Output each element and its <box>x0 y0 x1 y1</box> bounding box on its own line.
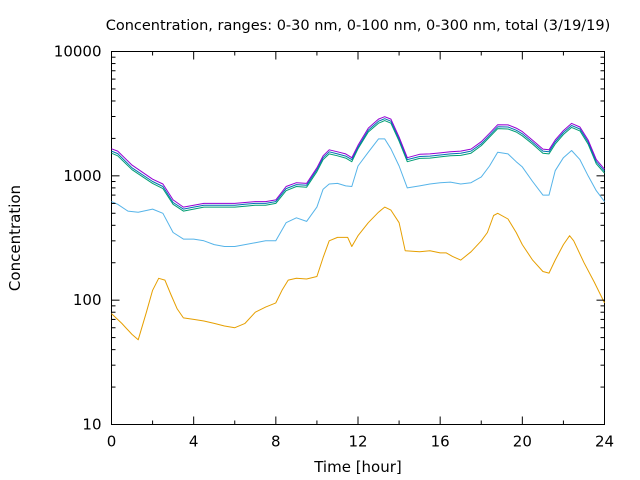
y-tick-label: 100 <box>73 291 102 309</box>
series-line-2 <box>111 138 605 247</box>
y-tick-label: 10000 <box>54 43 102 61</box>
series-layer <box>111 116 605 341</box>
x-tick-label: 12 <box>348 433 367 451</box>
series-line-4 <box>111 118 605 210</box>
plot-frame <box>111 51 605 425</box>
x-tick-label: 8 <box>271 433 281 451</box>
x-tick-label: 16 <box>431 433 450 451</box>
x-tick-label: 24 <box>595 433 614 451</box>
y-tick-label: 10 <box>82 416 101 434</box>
y-tick-label: 1000 <box>63 167 101 185</box>
series-line-5 <box>111 116 605 208</box>
y-axis-title: Concentration <box>6 185 24 291</box>
chart-title: Concentration, ranges: 0-30 nm, 0-100 nm… <box>106 18 611 34</box>
axis-ticks: 0 4 8 12 16 20 24 10 100 1000 10000 <box>54 43 614 451</box>
x-tick-label: 0 <box>107 433 117 451</box>
series-line-3 <box>111 120 605 212</box>
x-axis-title: Time [hour] <box>313 458 402 476</box>
x-tick-label: 4 <box>189 433 199 451</box>
series-line-1 <box>111 206 605 341</box>
x-tick-label: 20 <box>513 433 532 451</box>
